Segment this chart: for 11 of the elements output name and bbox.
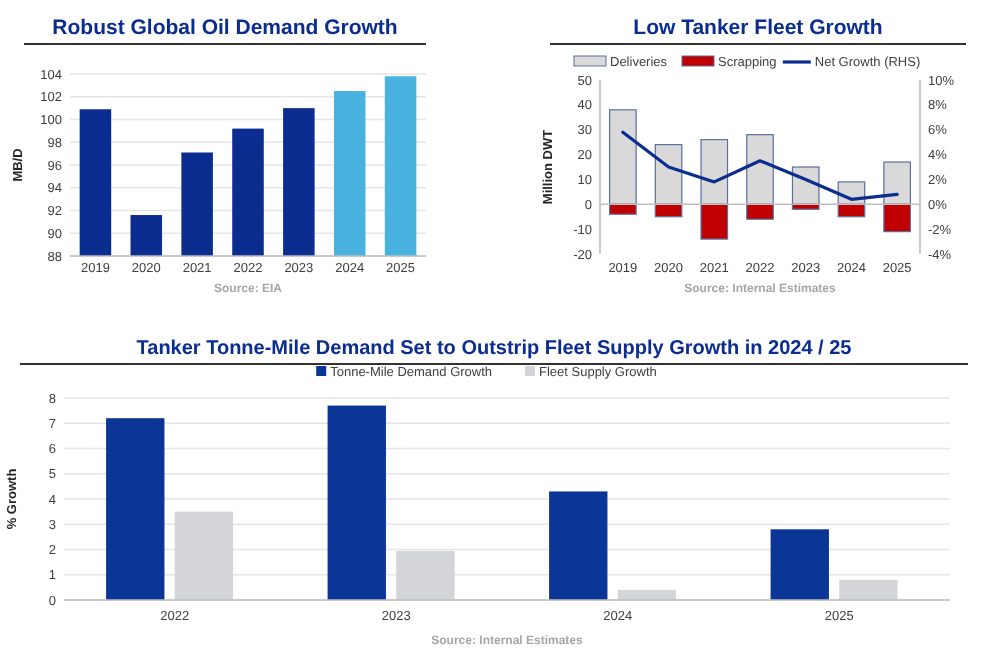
bar bbox=[174, 511, 234, 600]
bar bbox=[106, 418, 165, 600]
chart-title: Tanker Tonne-Mile Demand Set to Outstrip Fleet Supply Growth in 2024 / 25 bbox=[136, 338, 853, 360]
chart-title: Robust Global Oil Demand Growth bbox=[52, 16, 398, 40]
bar bbox=[327, 405, 386, 600]
chart-title: Low Tanker Fleet Growth bbox=[633, 16, 883, 40]
line-series bbox=[621, 130, 899, 201]
bar bbox=[839, 579, 898, 600]
bar bbox=[549, 491, 608, 600]
bar bbox=[396, 550, 455, 600]
bar bbox=[770, 529, 829, 600]
